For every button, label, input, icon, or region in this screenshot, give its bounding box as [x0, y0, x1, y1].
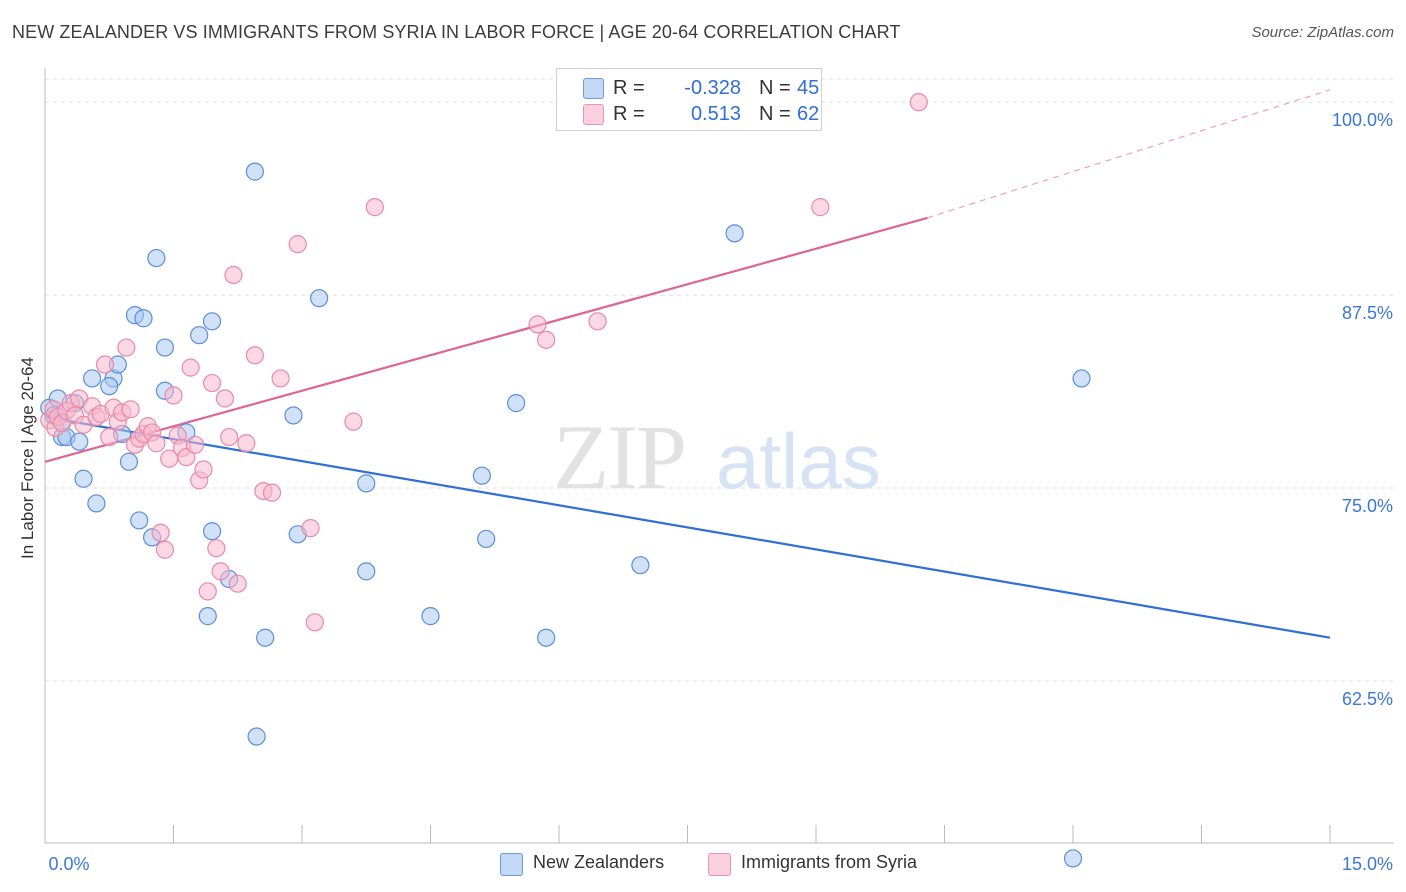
new-zealander-point — [472, 466, 491, 485]
syria-point — [271, 369, 290, 388]
new-zealander-point — [130, 511, 149, 530]
syria-point — [224, 265, 243, 285]
trend-lines — [44, 89, 1331, 639]
y-tick-label: 62.5% — [1342, 689, 1393, 709]
legend-n-label: N = — [759, 103, 791, 125]
new-zealander-point — [202, 312, 222, 331]
source-label: Source: ZipAtlas.com — [1251, 24, 1394, 41]
new-zealander-point — [190, 326, 209, 345]
syria-point — [147, 434, 166, 453]
syria-point — [245, 346, 264, 365]
new-zealander-point — [507, 394, 526, 413]
trend-line-new-zealanders — [44, 415, 1331, 639]
new-zealander-point — [284, 406, 303, 425]
x-tick-label: 15.0% — [1342, 854, 1393, 874]
syria-point — [301, 519, 320, 538]
syria-point — [95, 355, 115, 374]
new-zealander-point — [83, 369, 102, 388]
syria-point — [528, 315, 547, 334]
syria-point — [194, 460, 213, 479]
new-zealander-point — [357, 474, 376, 493]
legend-r-value: 0.513 — [690, 103, 741, 125]
new-zealander-point — [477, 529, 496, 549]
new-zealander-point — [70, 432, 89, 451]
new-zealander-point — [147, 248, 166, 268]
new-zealander-point — [74, 469, 93, 488]
axes — [44, 68, 1394, 844]
new-zealander-point — [245, 162, 264, 181]
new-zealander-point — [247, 727, 266, 746]
syria-point — [155, 540, 175, 559]
syria-point — [220, 427, 239, 447]
new-zealander-point — [155, 338, 175, 357]
trend-line-syria — [44, 216, 928, 463]
new-zealander-point — [631, 556, 650, 575]
syria-point — [811, 198, 830, 217]
legend-label: Immigrants from Syria — [741, 852, 918, 872]
syria-point — [177, 448, 196, 467]
legend-n-label: N = — [759, 77, 791, 99]
legend-swatch-pink — [708, 853, 731, 876]
syria-point — [262, 483, 282, 502]
syria-point — [215, 389, 234, 408]
syria-point — [100, 427, 119, 447]
legend-swatch-blue — [583, 78, 604, 99]
new-zealander-point — [134, 309, 153, 328]
new-zealander-point — [357, 562, 376, 581]
syria-point — [237, 434, 256, 453]
new-zealander-point — [1072, 369, 1091, 388]
syria-point — [151, 523, 170, 542]
syria-point — [305, 613, 324, 632]
legend-label: New Zealanders — [533, 852, 665, 872]
legend-r-label: R = — [613, 103, 645, 125]
syria-point — [288, 235, 307, 254]
syria-point — [588, 312, 607, 331]
legend-r-value: -0.328 — [684, 77, 741, 99]
syria-point — [365, 198, 384, 217]
new-zealander-point — [256, 628, 275, 647]
syria-point — [185, 435, 205, 454]
syria-point — [202, 373, 222, 393]
tick-labels: 100.0% 87.5% 75.0% 62.5% 0.0% 15.0% — [48, 110, 1393, 874]
new-zealander-point — [421, 607, 440, 626]
new-zealander-point — [198, 607, 217, 626]
syria-point — [344, 412, 363, 431]
new-zealander-point — [725, 224, 744, 243]
syria-point — [909, 93, 928, 112]
watermark-atlas: atlas — [716, 417, 881, 505]
legend-r-label: R = — [613, 77, 645, 99]
new-zealander-point — [537, 628, 556, 647]
new-zealander-point — [87, 494, 106, 513]
syria-point — [121, 400, 140, 419]
new-zealander-point — [100, 377, 119, 396]
syria-point — [211, 562, 230, 581]
new-zealander-point — [119, 452, 139, 471]
syria-point — [181, 358, 200, 377]
new-zealander-point — [202, 522, 222, 541]
trend-line-syria-projection — [927, 89, 1331, 219]
syria-point — [198, 582, 217, 601]
correlation-legend: R = -0.328 N = 45 R = 0.513 N = 62 — [556, 68, 822, 131]
new-zealander-point — [1063, 849, 1083, 868]
syria-point — [228, 574, 247, 593]
chart-title: NEW ZEALANDER VS IMMIGRANTS FROM SYRIA I… — [12, 22, 901, 42]
syria-point — [164, 386, 183, 405]
new-zealander-point — [310, 289, 329, 308]
y-tick-label: 100.0% — [1332, 110, 1393, 130]
legend-n-value: 45 — [797, 77, 820, 99]
legend-swatch-pink — [583, 104, 604, 125]
syria-point — [537, 330, 556, 349]
watermark-zip: ZIP — [553, 406, 685, 508]
y-tick-label: 87.5% — [1342, 303, 1393, 323]
syria-point — [207, 539, 226, 558]
watermark: ZIP atlas — [553, 406, 881, 508]
y-axis-label: In Labor Force | Age 20-64 — [18, 357, 37, 559]
x-tick-label: 0.0% — [48, 854, 89, 874]
legend-swatch-blue — [500, 853, 523, 876]
syria-point — [117, 338, 136, 357]
data-points — [40, 93, 1091, 868]
y-tick-label: 75.0% — [1342, 496, 1393, 516]
legend-n-value: 62 — [797, 103, 820, 125]
